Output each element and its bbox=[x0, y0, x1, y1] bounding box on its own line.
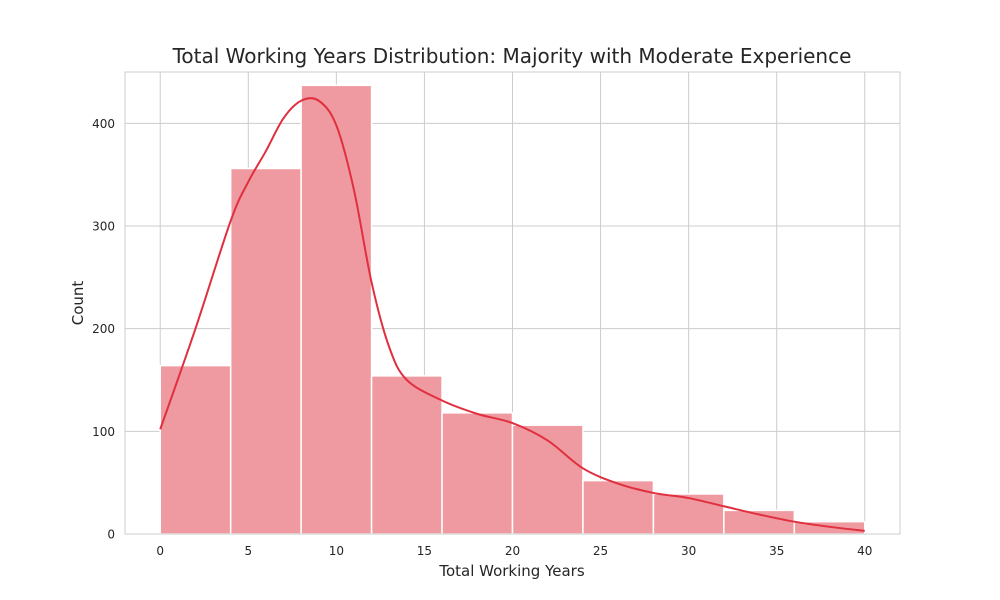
x-axis-label: Total Working Years bbox=[438, 562, 585, 580]
histogram-bar bbox=[300, 84, 373, 535]
x-tick-label: 35 bbox=[769, 544, 784, 558]
histogram-bar bbox=[652, 493, 725, 535]
x-tick-label: 25 bbox=[593, 544, 608, 558]
y-tick-label: 300 bbox=[92, 220, 115, 234]
kde-layer bbox=[159, 97, 865, 532]
bars-layer bbox=[159, 84, 866, 535]
y-tick-label: 400 bbox=[92, 117, 115, 131]
axes-frame bbox=[124, 71, 901, 535]
x-tick-label: 30 bbox=[681, 544, 696, 558]
histogram-bar bbox=[159, 364, 232, 535]
y-tick-label: 0 bbox=[107, 528, 115, 542]
x-tick-label: 40 bbox=[857, 544, 872, 558]
x-tick-label: 15 bbox=[417, 544, 432, 558]
x-tick-label: 0 bbox=[156, 544, 164, 558]
x-tick-label: 20 bbox=[505, 544, 520, 558]
histogram-bar bbox=[511, 424, 584, 535]
x-tick-label: 10 bbox=[329, 544, 344, 558]
y-axis-label: Count bbox=[69, 281, 87, 326]
histogram-bar bbox=[370, 375, 443, 535]
y-tick-label: 100 bbox=[92, 425, 115, 439]
histogram-bar bbox=[229, 167, 302, 535]
chart-title: Total Working Years Distribution: Majori… bbox=[172, 44, 852, 68]
x-ticks: 0 5 10 15 20 25 30 35 40 bbox=[156, 544, 872, 558]
x-tick-label: 5 bbox=[244, 544, 252, 558]
y-tick-label: 200 bbox=[92, 322, 115, 336]
kde-curve bbox=[159, 97, 865, 532]
histogram-bar bbox=[441, 412, 514, 535]
histogram-bar bbox=[582, 479, 655, 535]
y-ticks: 0 100 200 300 400 bbox=[92, 117, 115, 542]
